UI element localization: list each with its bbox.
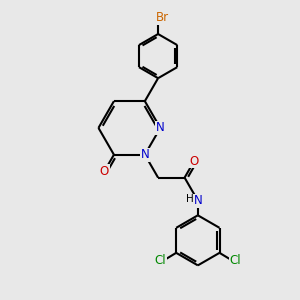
Text: Cl: Cl (155, 254, 167, 268)
Text: N: N (156, 122, 165, 134)
Text: O: O (190, 154, 199, 168)
Text: O: O (100, 165, 109, 178)
Text: H: H (186, 194, 194, 204)
Text: Br: Br (156, 11, 169, 24)
Text: Cl: Cl (229, 254, 241, 268)
Text: N: N (194, 194, 202, 207)
Text: N: N (140, 148, 149, 161)
